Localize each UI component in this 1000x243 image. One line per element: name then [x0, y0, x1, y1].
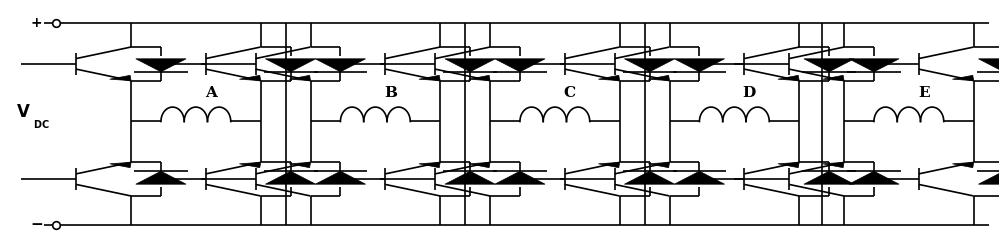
Polygon shape — [952, 162, 974, 168]
Text: A: A — [205, 86, 217, 100]
Polygon shape — [445, 59, 495, 72]
Polygon shape — [469, 162, 490, 168]
Polygon shape — [778, 162, 799, 168]
Polygon shape — [804, 59, 854, 72]
Polygon shape — [778, 75, 799, 81]
Polygon shape — [495, 171, 545, 184]
Polygon shape — [315, 171, 366, 184]
Polygon shape — [469, 75, 490, 81]
Polygon shape — [289, 75, 311, 81]
Text: +: + — [30, 16, 42, 30]
Polygon shape — [265, 171, 316, 184]
Polygon shape — [315, 59, 366, 72]
Polygon shape — [674, 171, 725, 184]
Polygon shape — [110, 75, 131, 81]
Polygon shape — [136, 171, 186, 184]
Polygon shape — [849, 59, 899, 72]
Polygon shape — [624, 59, 675, 72]
Polygon shape — [978, 171, 1000, 184]
Polygon shape — [978, 59, 1000, 72]
Polygon shape — [289, 162, 311, 168]
Text: B: B — [384, 86, 397, 100]
Polygon shape — [110, 162, 131, 168]
Polygon shape — [239, 162, 261, 168]
Polygon shape — [849, 171, 899, 184]
Text: E: E — [918, 86, 930, 100]
Polygon shape — [136, 59, 186, 72]
Polygon shape — [419, 75, 440, 81]
Text: C: C — [564, 86, 576, 100]
Polygon shape — [265, 59, 316, 72]
Polygon shape — [823, 162, 844, 168]
Polygon shape — [598, 75, 620, 81]
Polygon shape — [239, 75, 261, 81]
Polygon shape — [624, 171, 675, 184]
Polygon shape — [495, 59, 545, 72]
Text: −: − — [30, 217, 43, 232]
Text: $\mathbf{DC}$: $\mathbf{DC}$ — [33, 118, 50, 130]
Polygon shape — [648, 162, 670, 168]
Polygon shape — [674, 59, 725, 72]
Polygon shape — [648, 75, 670, 81]
Polygon shape — [804, 171, 854, 184]
Polygon shape — [952, 75, 974, 81]
Text: D: D — [743, 86, 756, 100]
Polygon shape — [598, 162, 620, 168]
Polygon shape — [419, 162, 440, 168]
Polygon shape — [445, 171, 495, 184]
Polygon shape — [823, 75, 844, 81]
Text: $\mathbf{V}$: $\mathbf{V}$ — [16, 103, 31, 121]
